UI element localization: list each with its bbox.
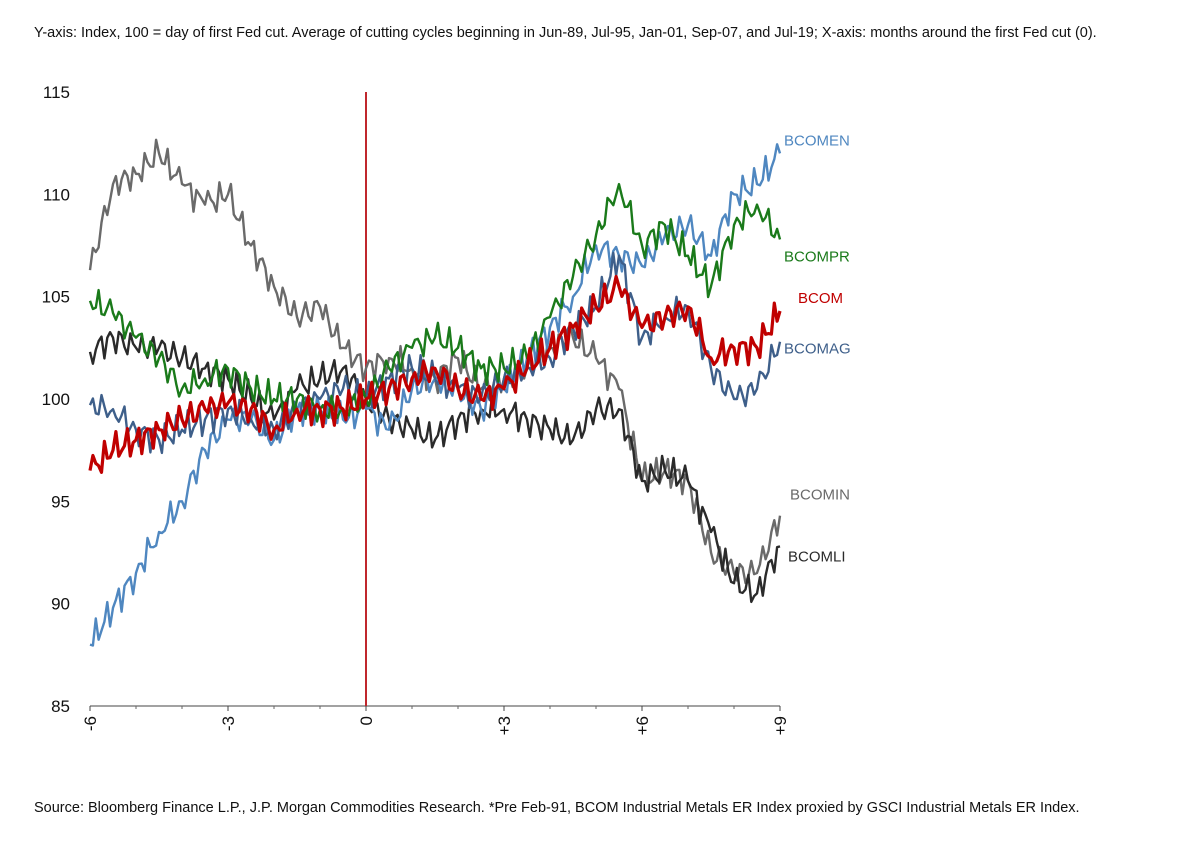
series-label-bcomli: BCOMLI: [788, 548, 846, 565]
series-line-bcompr: [88, 182, 782, 423]
x-tick-label: +6: [633, 716, 652, 735]
series-label-bcomin: BCOMIN: [790, 487, 850, 504]
y-axis: 85 90 95 100 105 110 115: [42, 83, 70, 716]
y-tick-label: 115: [43, 83, 70, 102]
x-tick-label: +3: [495, 716, 514, 735]
series-line-bcomen: [89, 143, 782, 647]
series-label-bcompr: BCOMPR: [784, 248, 850, 265]
y-tick-label: 105: [42, 288, 70, 307]
series-label-bcom: BCOM: [798, 290, 843, 307]
y-tick-label: 110: [43, 185, 70, 204]
x-tick-label: +9: [771, 716, 790, 735]
series-line-bcom: [88, 274, 782, 474]
y-tick-label: 85: [51, 697, 70, 716]
chart-header-note: Y-axis: Index, 100 = day of first Fed cu…: [34, 25, 1097, 41]
y-tick-label: 100: [42, 390, 70, 409]
series-line-bcomli: [88, 330, 781, 604]
series-label-bcomen: BCOMEN: [784, 132, 850, 149]
y-tick-label: 95: [51, 492, 70, 511]
series-label-bcomag: BCOMAG: [784, 341, 851, 358]
x-tick-label: -3: [219, 716, 238, 731]
x-tick-label: -6: [81, 716, 100, 731]
series-labels: BCOMEN BCOMPR BCOM BCOMAG BCOMIN BCOMLI: [784, 132, 851, 565]
series-lines: [88, 138, 782, 647]
y-tick-label: 90: [51, 595, 70, 614]
x-tick-label: 0: [357, 716, 376, 725]
source-note: Source: Bloomberg Finance L.P., J.P. Mor…: [34, 800, 1080, 816]
series-line-bcomag: [88, 251, 782, 455]
x-axis: -6 -3 0 +3 +6 +9: [81, 705, 790, 735]
